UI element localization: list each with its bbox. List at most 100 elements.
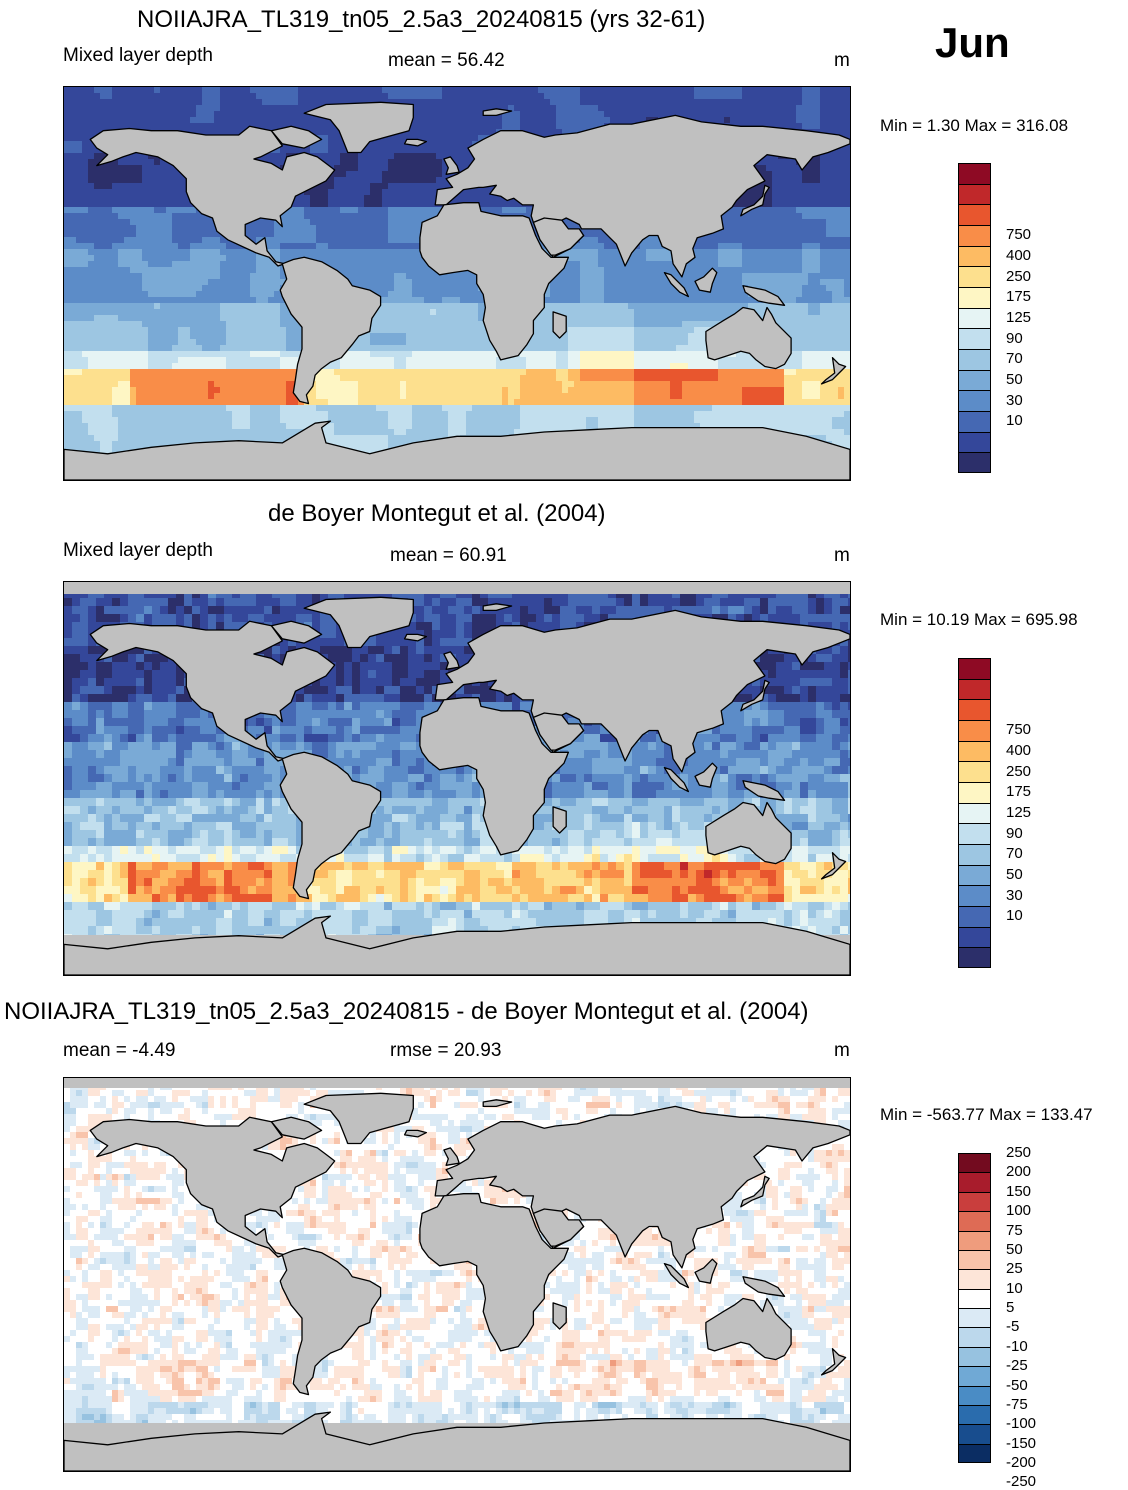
missing-data-band (64, 582, 850, 594)
colorbar-swatch (959, 1250, 990, 1269)
panel-left-label: mean = -4.49 (63, 1041, 176, 1060)
colorbar-swatch (959, 1308, 990, 1327)
colorbar-swatch (959, 761, 990, 782)
colorbar-swatch (959, 1405, 990, 1424)
panel-units: m (834, 51, 850, 70)
colorbar-tick-label: 175 (1006, 784, 1031, 799)
colorbar-swatch (959, 1289, 990, 1308)
colorbar-swatch (959, 906, 990, 927)
colorbar-tick-label: -250 (1006, 1474, 1036, 1489)
colorbar-swatch (959, 266, 990, 287)
colorbar-tick-label: 100 (1006, 1203, 1031, 1218)
colorbar-swatch (959, 679, 990, 700)
map-obs (63, 581, 851, 976)
colorbar-tick-label: 250 (1006, 269, 1031, 284)
colorbar-tick-label: 250 (1006, 764, 1031, 779)
colorbar-swatch (959, 741, 990, 762)
colorbar-swatch (959, 865, 990, 886)
colorbar-swatch (959, 782, 990, 803)
colorbar-swatch (959, 184, 990, 205)
colorbar-tick-label: 30 (1006, 393, 1023, 408)
panel-minmax: Min = -563.77 Max = 133.47 (880, 1106, 1093, 1123)
colorbar-swatch (959, 658, 990, 679)
colorbar-tick-label: 70 (1006, 846, 1023, 861)
map-model (63, 86, 851, 481)
colorbar-tick-label: 30 (1006, 888, 1023, 903)
panel-units: m (834, 1041, 850, 1060)
colorbar-swatch (959, 823, 990, 844)
colorbar-swatch (959, 1327, 990, 1346)
panel-minmax: Min = 1.30 Max = 316.08 (880, 117, 1068, 134)
colorbar-tick-label: 90 (1006, 331, 1023, 346)
colorbar-swatch (959, 1444, 990, 1463)
colorbar-tick-label: 200 (1006, 1164, 1031, 1179)
colorbar-tick-label: 125 (1006, 805, 1031, 820)
colorbar-swatch (959, 349, 990, 370)
landmass-madagascar (553, 312, 566, 338)
colorbar-swatch (959, 1269, 990, 1288)
colorbar-swatch (959, 885, 990, 906)
colorbar-swatch (959, 411, 990, 432)
colorbar-swatch (959, 246, 990, 267)
colorbar-swatch (959, 287, 990, 308)
panel-units: m (834, 546, 850, 565)
missing-data-band (64, 1078, 850, 1088)
panel-center-label: rmse = 20.93 (390, 1041, 501, 1060)
colorbar-tick-label: 750 (1006, 227, 1031, 242)
colorbar-swatch (959, 927, 990, 948)
colorbar-tick-label: -150 (1006, 1436, 1036, 1451)
colorbar-tick-label: 50 (1006, 867, 1023, 882)
map-canvas (64, 1078, 850, 1471)
panel-center-label: mean = 60.91 (390, 546, 507, 565)
landmass-madagascar (553, 1303, 566, 1329)
colorbar-tick-label: 125 (1006, 310, 1031, 325)
colorbar-swatch (959, 1424, 990, 1443)
colorbar-swatches (958, 163, 991, 473)
colorbar-tick-label: 25 (1006, 1261, 1023, 1276)
colorbar-swatch (959, 844, 990, 865)
colorbar-tick-label: 750 (1006, 722, 1031, 737)
colorbar-tick-label: -50 (1006, 1378, 1028, 1393)
colorbar-tick-label: 175 (1006, 289, 1031, 304)
colorbar-swatch (959, 370, 990, 391)
colorbar-swatch (959, 308, 990, 329)
colorbar-swatches (958, 658, 991, 968)
colorbar-swatch (959, 803, 990, 824)
panel-left-label: Mixed layer depth (63, 46, 213, 65)
colorbar-tick-label: 90 (1006, 826, 1023, 841)
colorbar-tick-label: -200 (1006, 1455, 1036, 1470)
colorbar-swatch (959, 432, 990, 453)
colorbar-swatch (959, 699, 990, 720)
panel-title: de Boyer Montegut et al. (2004) (268, 502, 606, 526)
colorbar-swatch (959, 1153, 990, 1172)
colorbar-tick-label: 50 (1006, 1242, 1023, 1257)
map-diff (63, 1077, 851, 1472)
panel-left-label: Mixed layer depth (63, 541, 213, 560)
colorbar-tick-label: 150 (1006, 1184, 1031, 1199)
colorbar-tick-label: 400 (1006, 248, 1031, 263)
colorbar-swatch (959, 390, 990, 411)
colorbar-tick-label: 70 (1006, 351, 1023, 366)
colorbar-tick-label: 75 (1006, 1223, 1023, 1238)
panel-title: NOIIAJRA_TL319_tn05_2.5a3_20240815 (yrs … (137, 8, 705, 32)
colorbar-swatch (959, 328, 990, 349)
map-canvas (64, 582, 850, 975)
colorbar-tick-label: -100 (1006, 1416, 1036, 1431)
colorbar-tick-label: 10 (1006, 413, 1023, 428)
landmass-madagascar (553, 807, 566, 833)
map-canvas (64, 87, 850, 480)
colorbar-tick-label: 50 (1006, 372, 1023, 387)
panel-title: NOIIAJRA_TL319_tn05_2.5a3_20240815 - de … (4, 1000, 809, 1024)
colorbar-swatch (959, 1366, 990, 1385)
colorbar-swatch (959, 1192, 990, 1211)
colorbar-swatch (959, 947, 990, 968)
colorbar-swatch (959, 1231, 990, 1250)
colorbar-tick-label: 400 (1006, 743, 1031, 758)
colorbar-swatch (959, 1211, 990, 1230)
colorbar-tick-label: -5 (1006, 1319, 1019, 1334)
month-label: Jun (935, 22, 1010, 64)
colorbar-swatch (959, 1172, 990, 1191)
colorbar-tick-label: 10 (1006, 908, 1023, 923)
panel-minmax: Min = 10.19 Max = 695.98 (880, 611, 1078, 628)
colorbar-swatch (959, 1386, 990, 1405)
